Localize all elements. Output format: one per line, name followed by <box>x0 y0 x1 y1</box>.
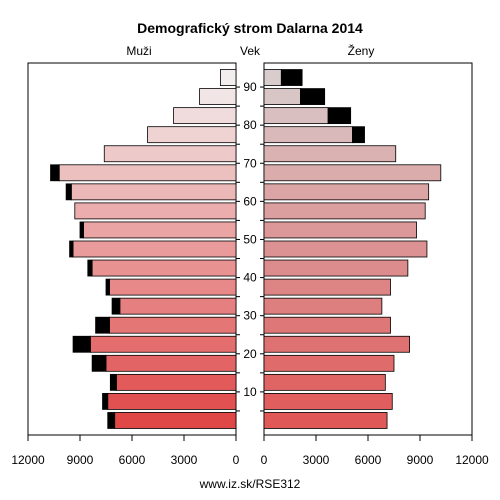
male-surplus-bar-10-14 <box>109 373 117 391</box>
female-bar-65-69 <box>263 164 442 182</box>
male-bar-85-89 <box>199 88 237 105</box>
male-surplus-bar-25-29 <box>95 316 110 334</box>
male-surplus-bar-30-34 <box>111 297 121 315</box>
male-bar-0-4 <box>114 412 237 429</box>
x-tick-label-left-4: 0 <box>233 453 240 467</box>
x-tick-label-left-1: 9000 <box>67 453 94 467</box>
male-surplus-bar-0-4 <box>107 412 116 429</box>
male-bar-20-24 <box>90 335 237 353</box>
male-bar-15-19 <box>105 354 237 372</box>
male-bar-90+ <box>219 69 237 86</box>
male-bar-30-34 <box>119 297 237 315</box>
male-bar-45-49 <box>72 240 237 258</box>
female-surplus-bar-85-89 <box>299 88 326 105</box>
female-bar-90+ <box>263 69 282 86</box>
age-label: Vek <box>240 44 261 58</box>
x-tick-label-right-2: 6000 <box>355 453 382 467</box>
female-bar-85-89 <box>263 88 301 105</box>
x-tick-label-right-1: 3000 <box>303 453 330 467</box>
female-surplus-bar-80-84 <box>327 107 352 125</box>
male-surplus-bar-15-19 <box>91 354 107 372</box>
female-surplus-bar-75-79 <box>351 126 365 144</box>
male-surplus-bar-45-49 <box>69 240 74 258</box>
female-label: Ženy <box>348 43 375 58</box>
male-bar-60-64 <box>70 183 237 201</box>
female-bar-10-14 <box>263 373 386 391</box>
plot-area: 10 20 30 40 50 60 70 80 90 12000 9000 6000 3000 0 0 30… <box>11 62 489 467</box>
female-bar-30-34 <box>263 297 383 315</box>
male-bar-10-14 <box>116 373 237 391</box>
chart-title: Demografický strom Dalarna 2014 <box>137 20 363 36</box>
x-tick-label-left-0: 12000 <box>11 453 45 467</box>
female-surplus-bar-90+ <box>280 69 303 86</box>
x-tick-label-left-2: 6000 <box>119 453 146 467</box>
male-bar-50-54 <box>83 221 237 239</box>
x-tick-label-left-3: 3000 <box>171 453 198 467</box>
age-tick-label-70: 70 <box>243 156 257 170</box>
footer-source: www.iz.sk/RSE312 <box>199 477 301 491</box>
female-bar-25-29 <box>263 316 391 334</box>
female-bar-20-24 <box>263 335 411 353</box>
male-surplus-bar-60-64 <box>65 183 72 201</box>
x-axis: 12000 9000 6000 3000 0 0 3000 6000 9000 12000 <box>11 435 489 467</box>
male-surplus-bar-5-9 <box>102 393 109 410</box>
bars-group <box>50 69 442 429</box>
male-surplus-bar-40-44 <box>87 259 93 277</box>
male-bar-35-39 <box>109 278 237 296</box>
female-bar-35-39 <box>263 278 391 296</box>
female-bar-60-64 <box>263 183 430 201</box>
male-surplus-bar-65-69 <box>50 164 60 182</box>
female-bar-70-74 <box>263 145 397 163</box>
x-tick-label-right-3: 9000 <box>407 453 434 467</box>
age-axis: 10 20 30 40 50 60 70 80 90 <box>236 80 264 412</box>
female-bar-50-54 <box>263 221 417 239</box>
male-bar-5-9 <box>107 393 237 410</box>
age-tick-label-10: 10 <box>243 385 257 399</box>
male-bar-40-44 <box>91 259 237 277</box>
age-tick-label-50: 50 <box>243 232 257 246</box>
male-bar-25-29 <box>109 316 237 334</box>
female-bar-75-79 <box>263 126 353 144</box>
female-bar-55-59 <box>263 202 426 220</box>
female-bar-0-4 <box>263 412 388 429</box>
female-bar-15-19 <box>263 354 395 372</box>
age-tick-label-20: 20 <box>243 347 257 361</box>
male-bar-55-59 <box>74 202 237 220</box>
male-bar-80-84 <box>173 107 237 125</box>
female-bar-80-84 <box>263 107 329 125</box>
male-surplus-bar-50-54 <box>79 221 84 239</box>
male-surplus-bar-20-24 <box>72 335 91 353</box>
female-bar-5-9 <box>263 393 393 410</box>
age-tick-label-30: 30 <box>243 309 257 323</box>
age-tick-label-60: 60 <box>243 194 257 208</box>
male-bar-65-69 <box>58 164 237 182</box>
female-bar-45-49 <box>263 240 428 258</box>
x-tick-label-right-4: 12000 <box>455 453 489 467</box>
male-label: Muži <box>126 44 151 58</box>
age-tick-label-40: 40 <box>243 271 257 285</box>
male-bar-75-79 <box>147 126 237 144</box>
male-surplus-bar-35-39 <box>105 278 110 296</box>
age-tick-label-80: 80 <box>243 118 257 132</box>
female-bar-40-44 <box>263 259 409 277</box>
age-tick-label-90: 90 <box>243 80 257 94</box>
x-tick-label-right-0: 0 <box>261 453 268 467</box>
male-bar-70-74 <box>103 145 237 163</box>
